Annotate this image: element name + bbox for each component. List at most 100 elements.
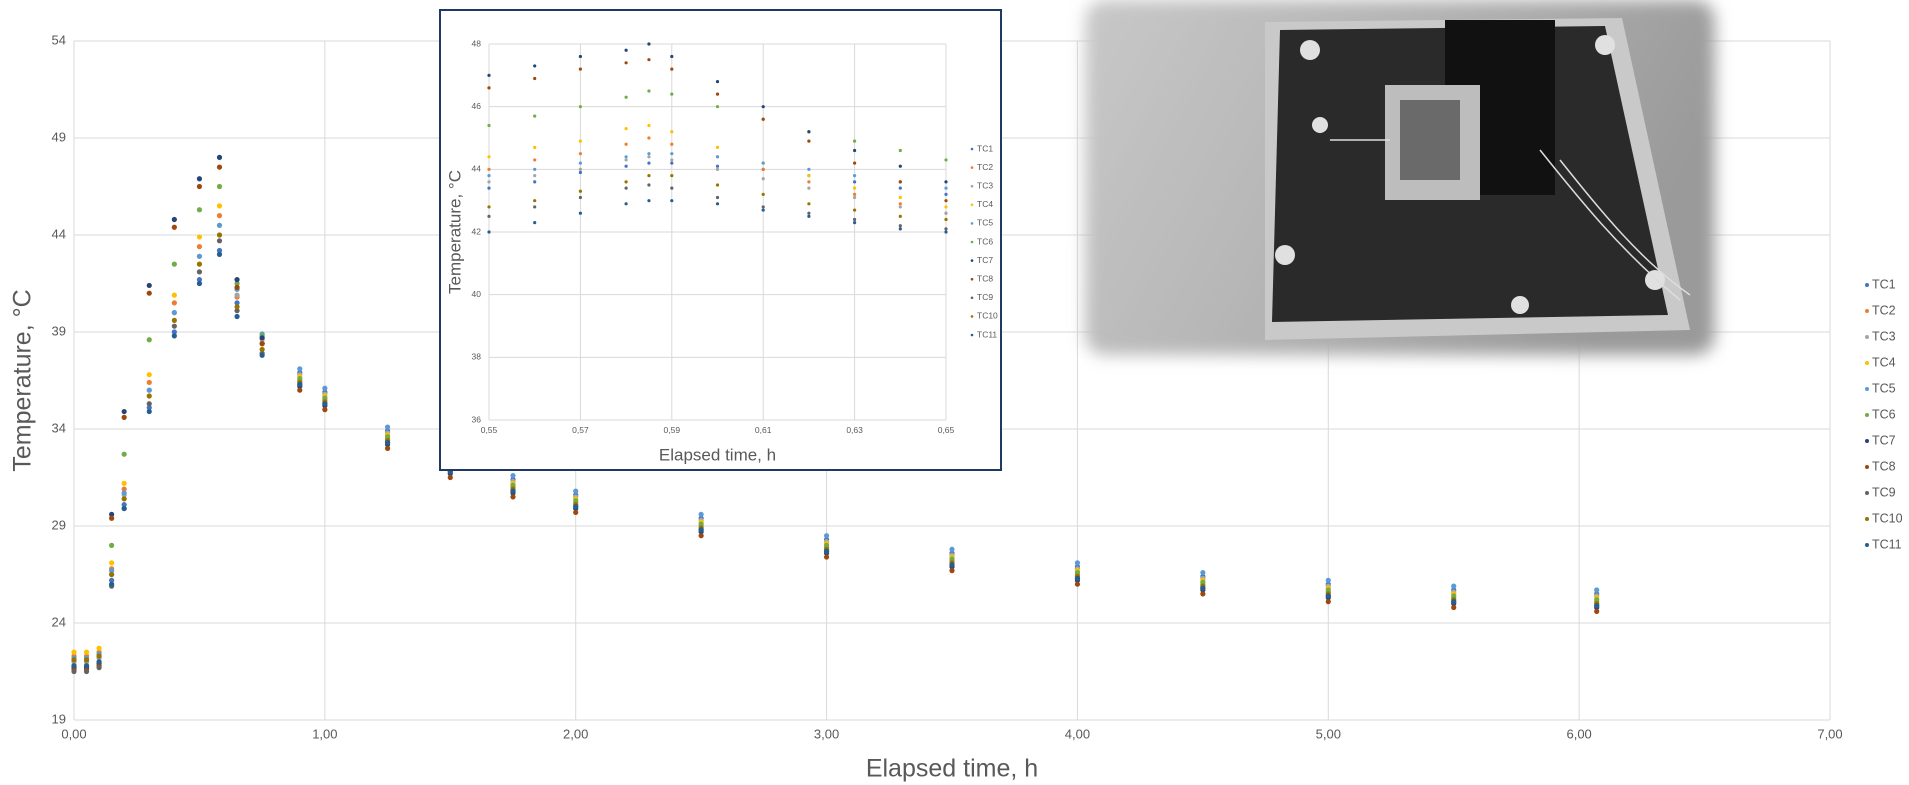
data-point: [1451, 604, 1457, 611]
data-point: [944, 180, 948, 184]
data-point: [1325, 599, 1331, 605]
data-point: [447, 474, 453, 481]
data-point: [647, 161, 651, 165]
y-tick-label: 19: [52, 711, 66, 726]
data-point: [578, 67, 583, 71]
data-point: [647, 155, 651, 159]
data-point: [573, 498, 579, 504]
y-tick-label: 38: [472, 352, 482, 362]
legend-label: TC8: [977, 273, 993, 283]
legend-marker: [970, 203, 974, 207]
data-point: [533, 76, 537, 81]
data-point: [83, 657, 90, 663]
data-point: [807, 202, 811, 206]
data-point: [216, 213, 223, 219]
data-point: [1200, 591, 1206, 597]
legend-label: TC7: [1872, 433, 1896, 447]
data-point: [944, 211, 948, 215]
legend-marker: [1865, 283, 1869, 287]
data-point: [533, 145, 537, 149]
legend-marker: [970, 166, 974, 169]
data-point: [109, 542, 115, 549]
data-point: [624, 155, 628, 159]
data-point: [96, 653, 102, 659]
data-point: [146, 379, 152, 386]
data-point: [196, 176, 203, 182]
x-tick-label: 0,59: [664, 425, 681, 435]
data-point: [898, 214, 902, 218]
data-point: [384, 445, 391, 451]
legend-marker: [970, 259, 974, 262]
data-point: [510, 482, 516, 488]
data-point: [533, 205, 537, 209]
y-axis-title: Temperature, °C: [9, 289, 37, 471]
legend-marker: [1865, 517, 1869, 521]
data-point: [83, 663, 90, 669]
data-point: [761, 192, 765, 196]
data-point: [624, 95, 628, 99]
data-point: [533, 64, 537, 68]
y-tick-label: 44: [52, 226, 66, 241]
x-tick-label: 6,00: [1566, 726, 1591, 741]
data-point: [196, 253, 203, 259]
data-point: [761, 208, 765, 212]
data-point: [510, 488, 516, 494]
data-point: [1594, 608, 1600, 614]
data-point: [487, 86, 491, 90]
data-point: [1200, 579, 1206, 585]
data-point: [171, 323, 177, 329]
data-point: [944, 192, 948, 196]
data-point: [670, 161, 674, 165]
data-point: [171, 216, 177, 223]
data-point: [121, 408, 127, 415]
y-tick-label: 48: [472, 38, 482, 48]
data-point: [533, 167, 537, 171]
x-tick-label: 0,00: [61, 726, 86, 741]
data-point: [510, 472, 516, 479]
data-point: [647, 58, 651, 62]
data-point: [715, 145, 720, 149]
data-point: [533, 221, 537, 225]
legend-marker: [970, 222, 974, 225]
data-point: [533, 174, 537, 178]
data-point: [578, 105, 583, 109]
legend-marker: [970, 240, 974, 244]
data-point: [121, 414, 127, 420]
data-point: [578, 195, 583, 200]
data-point: [670, 130, 674, 134]
x-tick-label: 0,65: [938, 425, 955, 435]
data-point: [647, 174, 651, 178]
data-point: [487, 186, 491, 190]
data-point: [234, 304, 240, 310]
y-tick-label: 39: [52, 323, 66, 338]
data-point: [121, 502, 127, 508]
data-point: [898, 224, 902, 228]
data-point: [216, 232, 223, 238]
data-point: [624, 127, 628, 131]
legend-marker: [1865, 413, 1869, 417]
data-point: [196, 244, 203, 250]
data-point: [109, 511, 115, 517]
y-tick-label: 46: [472, 101, 482, 111]
data-point: [487, 73, 491, 77]
data-point: [807, 211, 811, 215]
y-tick-label: 42: [472, 226, 482, 236]
legend-label: TC7: [977, 255, 993, 265]
data-point: [1074, 581, 1081, 587]
legend-label: TC1: [977, 143, 993, 153]
data-point: [670, 92, 674, 96]
data-point: [761, 205, 765, 209]
data-point: [624, 61, 628, 65]
legend-marker: [1865, 335, 1869, 339]
data-point: [853, 161, 857, 165]
data-point: [715, 80, 720, 84]
data-point: [487, 167, 491, 171]
data-point: [573, 488, 579, 494]
y-tick-label: 24: [52, 614, 66, 629]
data-point: [1451, 593, 1457, 599]
data-point: [898, 186, 902, 190]
data-point: [487, 214, 491, 218]
data-point: [761, 105, 765, 109]
legend-marker: [1865, 439, 1869, 443]
